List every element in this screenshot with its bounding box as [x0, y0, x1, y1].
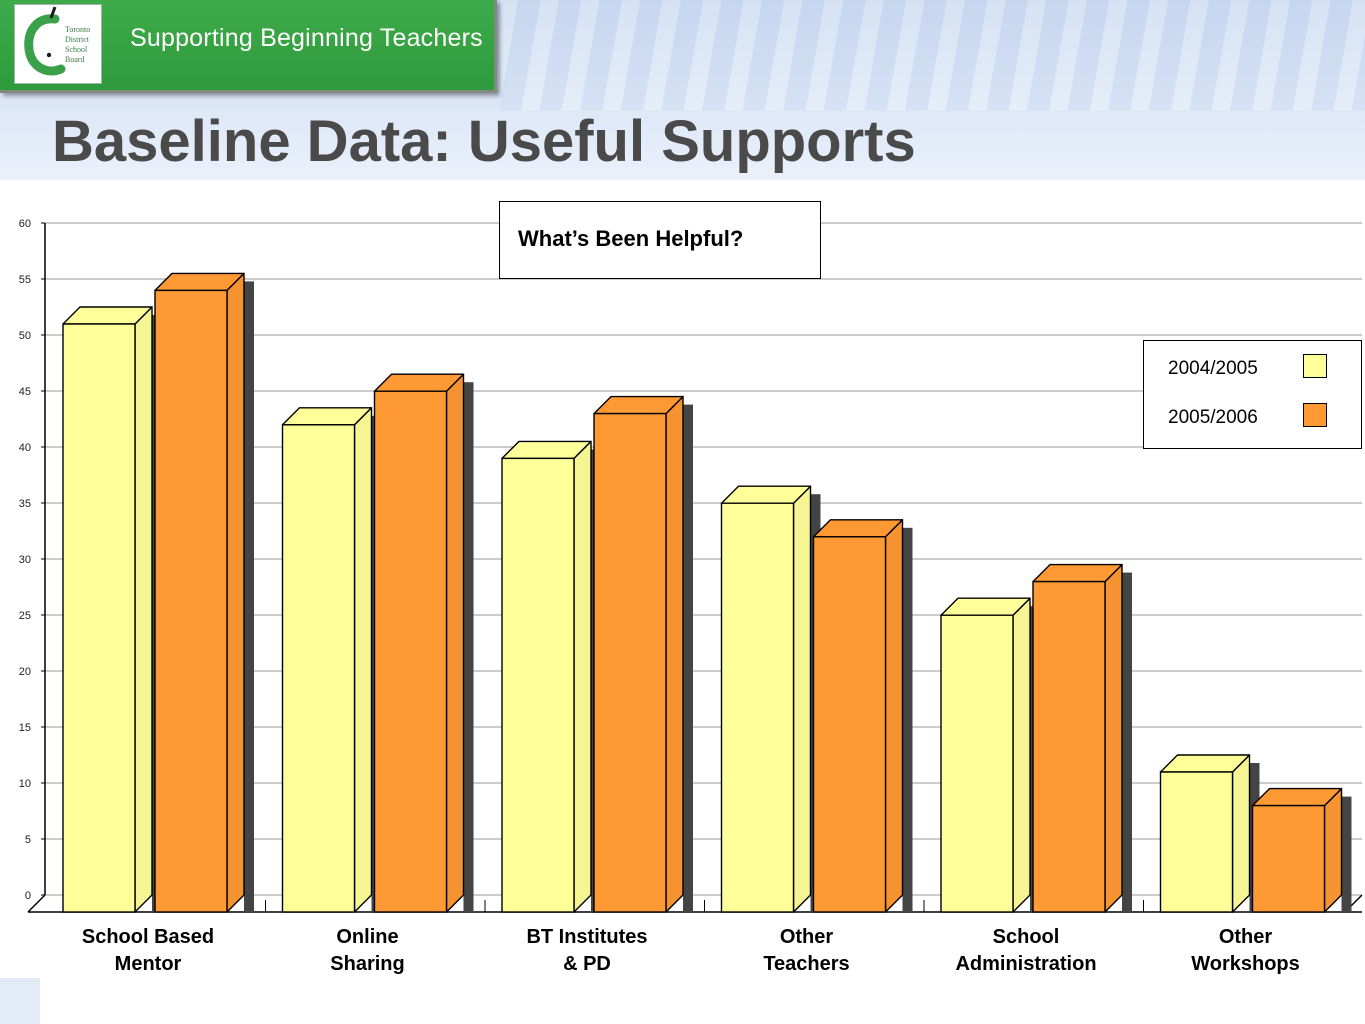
bar-side	[226, 272, 245, 913]
bar-side	[1323, 787, 1343, 913]
banner-title: Supporting Beginning Teachers	[130, 24, 483, 52]
bar-shadow	[1122, 572, 1132, 912]
y-tick-label: 40	[19, 442, 31, 454]
y-tick-label: 55	[19, 274, 31, 286]
bar-side	[573, 440, 592, 913]
x-category-label: School Based Mentor	[82, 926, 214, 975]
y-tick-label: 50	[19, 330, 31, 342]
y-tick-label: 60	[19, 218, 31, 230]
bar-side	[1104, 563, 1123, 913]
y-tick-label: 35	[19, 498, 31, 510]
x-category-label: Other Teachers	[763, 926, 849, 975]
bar-side	[792, 485, 812, 913]
bar-side	[1012, 597, 1031, 913]
y-tick-label: 10	[19, 778, 31, 790]
x-category-label: School Administration	[955, 926, 1096, 975]
bar-2004-1	[281, 407, 382, 913]
bar-front	[940, 614, 1014, 913]
y-tick-label: 30	[19, 554, 31, 566]
apple-c-logo-icon	[24, 6, 66, 76]
bar-shadow	[902, 527, 913, 912]
page-title: Baseline Data: Useful Supports	[52, 109, 916, 174]
corner-decoration	[0, 978, 40, 1024]
x-category-label: Online Sharing	[330, 926, 404, 975]
y-tick-label: 0	[25, 890, 31, 902]
bar-2004-4	[940, 597, 1040, 913]
bar-front	[1032, 580, 1106, 913]
y-tick-label: 25	[19, 610, 31, 622]
bar-shadow	[1341, 796, 1352, 912]
bar-front	[1251, 804, 1326, 913]
bar-front	[281, 424, 356, 913]
bar-2004-0	[62, 306, 162, 913]
header-banner: Toronto District School Board Supporting…	[0, 0, 497, 93]
bar-front	[593, 412, 667, 913]
bar-2005-1	[373, 373, 474, 913]
bar-side	[665, 395, 684, 913]
legend-swatch-2005	[1303, 403, 1327, 427]
chart-bars	[62, 272, 1352, 913]
bar-2004-2	[501, 440, 601, 913]
y-tick-label: 20	[19, 666, 31, 678]
y-tick-label: 5	[25, 834, 31, 846]
legend-entry-2004: 2004/2005	[1144, 354, 1363, 384]
bar-2004-3	[720, 485, 821, 913]
bar-2005-5	[1251, 787, 1352, 913]
bar-front	[501, 457, 575, 913]
logo: Toronto District School Board	[14, 4, 102, 84]
chart-title-box: What’s Been Helpful?	[499, 201, 821, 279]
bar-2005-2	[593, 395, 693, 913]
x-category-label: BT Institutes & PD	[526, 926, 647, 975]
bar-2004-5	[1159, 754, 1260, 913]
chart-grid: 0 5 10 15 20 25 30 35 40 45 50 55 60	[19, 218, 1362, 902]
legend-swatch-2004	[1303, 354, 1327, 378]
chart-legend: 2004/2005 2005/2006	[1143, 340, 1362, 449]
bar-side	[445, 373, 465, 913]
y-tick-label: 15	[19, 722, 31, 734]
logo-text: Toronto District School Board	[65, 25, 91, 64]
bar-2005-3	[812, 519, 913, 913]
bar-shadow	[244, 281, 254, 912]
bar-front	[62, 323, 136, 913]
bar-front	[812, 536, 887, 913]
bar-front	[154, 289, 228, 913]
bar-front	[720, 502, 795, 913]
bar-2005-4	[1032, 563, 1132, 913]
bar-side	[1231, 754, 1251, 913]
legend-label-2004: 2004/2005	[1168, 358, 1258, 379]
bar-2005-0	[154, 272, 254, 913]
axis-depth-edge	[27, 894, 46, 913]
bar-side	[134, 306, 153, 913]
bar-shadow	[463, 382, 474, 912]
y-tick-label: 45	[19, 386, 31, 398]
bar-front	[373, 390, 448, 913]
legend-entry-2005: 2005/2006	[1144, 403, 1363, 433]
legend-label-2005: 2005/2006	[1168, 407, 1258, 428]
x-category-label: Other Workshops	[1191, 926, 1300, 975]
bar-shadow	[683, 404, 693, 912]
bar-side	[884, 519, 904, 913]
bar-front	[1159, 771, 1234, 913]
bar-side	[353, 407, 373, 913]
chart-category-labels: School Based Mentor Online Sharing BT Instit…	[82, 926, 1300, 975]
chart-title: What’s Been Helpful?	[518, 226, 744, 251]
